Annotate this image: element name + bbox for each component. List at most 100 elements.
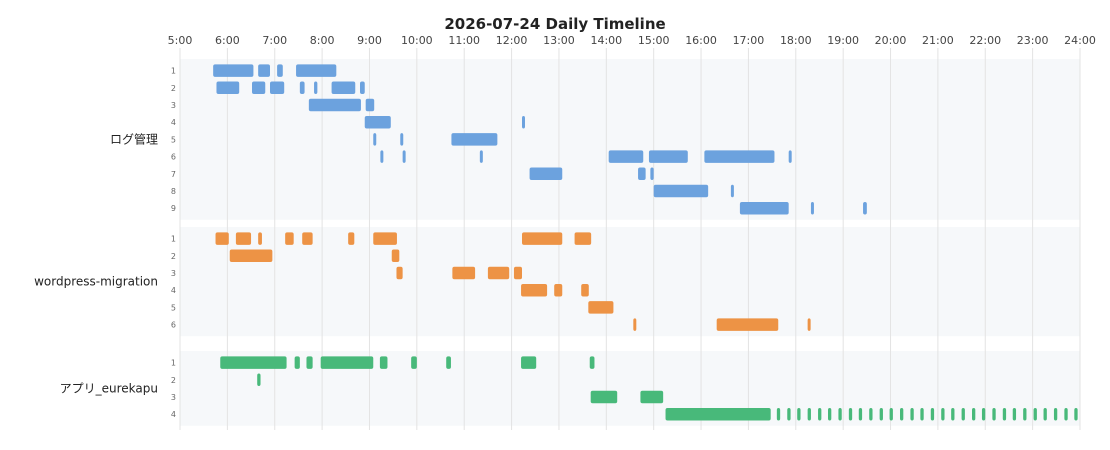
timeline-bar[interactable] [320, 356, 374, 369]
timeline-bar[interactable] [229, 249, 273, 263]
timeline-bar[interactable] [521, 356, 537, 369]
timeline-bar[interactable] [941, 407, 945, 421]
timeline-bar[interactable] [704, 150, 775, 163]
timeline-bar[interactable] [776, 407, 781, 421]
timeline-bar[interactable] [992, 407, 996, 421]
timeline-bar[interactable] [402, 150, 406, 163]
timeline-bar[interactable] [739, 201, 789, 215]
timeline-bar[interactable] [920, 407, 924, 421]
timeline-bar[interactable] [294, 356, 300, 369]
timeline-bar[interactable] [900, 407, 904, 421]
timeline-bar[interactable] [522, 115, 525, 129]
timeline-bar[interactable] [879, 407, 883, 421]
timeline-bar[interactable] [788, 150, 792, 163]
timeline-bar[interactable] [257, 373, 261, 387]
timeline-bar[interactable] [215, 232, 229, 245]
timeline-bar[interactable] [787, 407, 791, 421]
timeline-bar[interactable] [889, 407, 893, 421]
timeline-bar[interactable] [487, 266, 510, 280]
timeline-bar[interactable] [807, 318, 811, 331]
timeline-bar[interactable] [981, 407, 986, 421]
timeline-bar[interactable] [588, 301, 614, 314]
timeline-bar[interactable] [1074, 407, 1078, 421]
timeline-bar[interactable] [650, 167, 654, 181]
timeline-bar[interactable] [216, 81, 240, 95]
timeline-bar[interactable] [314, 81, 318, 95]
timeline-bar[interactable] [299, 81, 305, 95]
timeline-bar[interactable] [380, 150, 384, 163]
timeline-bar[interactable] [331, 81, 356, 95]
timeline-bar[interactable] [608, 150, 644, 163]
timeline-bar[interactable] [396, 266, 403, 280]
timeline-bar[interactable] [589, 356, 595, 369]
timeline-bar[interactable] [373, 133, 377, 146]
timeline-bar[interactable] [411, 356, 417, 369]
timeline-bar[interactable] [910, 407, 914, 421]
timeline-bar[interactable] [665, 407, 771, 421]
timeline-bar[interactable] [391, 249, 400, 263]
timeline-bar[interactable] [961, 407, 965, 421]
timeline-bar[interactable] [848, 407, 853, 421]
timeline-bar[interactable] [348, 232, 355, 245]
timeline-bar[interactable] [1033, 407, 1037, 421]
timeline-bar[interactable] [308, 98, 361, 112]
timeline-bar[interactable] [574, 232, 592, 245]
timeline-bar[interactable] [633, 318, 637, 331]
timeline-bar[interactable] [730, 184, 734, 198]
timeline-bar[interactable] [270, 81, 285, 95]
timeline-bar[interactable] [220, 356, 287, 369]
timeline-bar[interactable] [648, 150, 688, 163]
timeline-bar[interactable] [400, 133, 404, 146]
timeline-bar[interactable] [252, 81, 266, 95]
timeline-bar[interactable] [1012, 407, 1017, 421]
x-tick-label: 18:00 [780, 34, 812, 47]
timeline-bar[interactable] [285, 232, 294, 245]
timeline-bar[interactable] [716, 318, 779, 331]
timeline-bar[interactable] [522, 232, 563, 245]
timeline-bar[interactable] [364, 115, 391, 129]
timeline-bar[interactable] [951, 407, 955, 421]
timeline-bar[interactable] [513, 266, 522, 280]
timeline-bar[interactable] [858, 407, 863, 421]
timeline-bar[interactable] [828, 407, 832, 421]
timeline-bar[interactable] [807, 407, 811, 421]
timeline-bar[interactable] [213, 64, 254, 77]
timeline-bar[interactable] [590, 390, 618, 404]
timeline-bar[interactable] [638, 167, 646, 181]
timeline-bar[interactable] [296, 64, 337, 77]
timeline-bar[interactable] [277, 64, 283, 77]
timeline-bar[interactable] [479, 150, 483, 163]
timeline-bar[interactable] [451, 133, 498, 146]
timeline-bar[interactable] [1002, 407, 1007, 421]
timeline-bar[interactable] [869, 407, 873, 421]
timeline-bar[interactable] [581, 283, 589, 297]
lane-number: 5 [171, 303, 176, 312]
timeline-bar[interactable] [452, 266, 476, 280]
timeline-bar[interactable] [797, 407, 801, 421]
timeline-bar[interactable] [379, 356, 388, 369]
timeline-bar[interactable] [306, 356, 313, 369]
timeline-bar[interactable] [1064, 407, 1068, 421]
timeline-bar[interactable] [360, 81, 365, 95]
timeline-bar[interactable] [653, 184, 709, 198]
timeline-bar[interactable] [529, 167, 563, 181]
timeline-bar[interactable] [365, 98, 375, 112]
timeline-bar[interactable] [521, 283, 548, 297]
timeline-bar[interactable] [302, 232, 313, 245]
timeline-bar[interactable] [258, 232, 262, 245]
timeline-bar[interactable] [1053, 407, 1058, 421]
timeline-bar[interactable] [235, 232, 252, 245]
timeline-bar[interactable] [838, 407, 842, 421]
timeline-bar[interactable] [930, 407, 935, 421]
timeline-bar[interactable] [1043, 407, 1047, 421]
timeline-bar[interactable] [258, 64, 270, 77]
timeline-bar[interactable] [446, 356, 451, 369]
timeline-bar[interactable] [1023, 407, 1027, 421]
timeline-bar[interactable] [818, 407, 822, 421]
timeline-bar[interactable] [554, 283, 563, 297]
timeline-bar[interactable] [863, 201, 867, 215]
timeline-bar[interactable] [373, 232, 397, 245]
timeline-bar[interactable] [972, 407, 976, 421]
timeline-bar[interactable] [640, 390, 664, 404]
timeline-bar[interactable] [810, 201, 814, 215]
